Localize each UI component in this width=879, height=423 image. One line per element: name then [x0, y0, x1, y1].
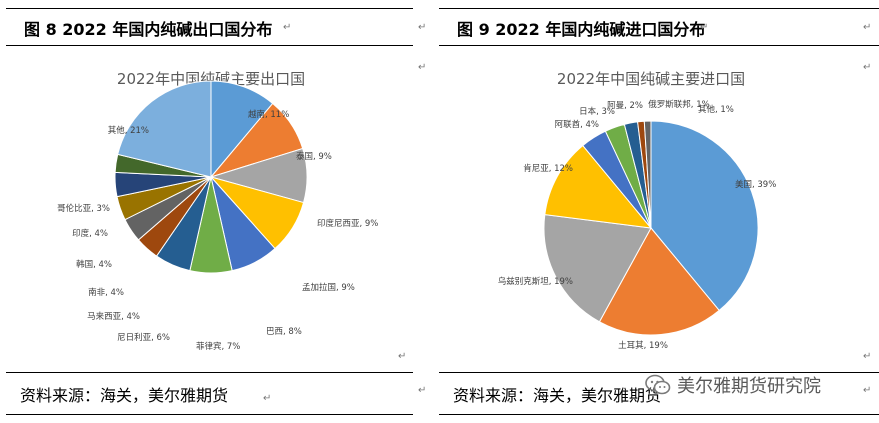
- title-rule: [6, 45, 413, 46]
- paragraph-mark: ↵: [398, 351, 407, 362]
- paragraph-mark: ↵: [418, 22, 427, 33]
- figure-title: 图 8 2022 年国内纯碱出口国分布: [24, 20, 273, 39]
- pie-slice-9: [643, 120, 652, 229]
- slice-label: 印度尼西亚, 9%: [317, 218, 378, 229]
- slice-label: 乌兹别克斯坦, 19%: [498, 276, 573, 287]
- slice-label: 印度, 4%: [72, 228, 108, 239]
- pie-slice-1: [210, 80, 274, 179]
- slice-label: 其他, 1%: [698, 104, 734, 115]
- slice-label: 俄罗斯联邦, 1%: [648, 99, 709, 110]
- source-top-rule: [6, 372, 413, 373]
- figure-title: 图 9 2022 年国内纯碱进口国分布: [457, 20, 706, 39]
- pie-slice-4: [544, 144, 653, 229]
- slice-label: 土耳其, 19%: [618, 340, 668, 351]
- slice-label: 哥伦比亚, 3%: [57, 203, 110, 214]
- watermark: 美尔雅期货研究院: [645, 372, 821, 398]
- source-note: 资料来源：海关，美尔雅期货: [20, 386, 229, 405]
- slice-label: 阿曼, 2%: [607, 101, 643, 111]
- title-rule: [439, 45, 879, 46]
- bottom-rule: [439, 414, 879, 415]
- paragraph-mark: ↵: [700, 22, 709, 33]
- paragraph-mark: ↵: [418, 385, 427, 396]
- wechat-icon: [645, 374, 671, 395]
- slice-label: 菲律宾, 7%: [196, 341, 240, 352]
- paragraph-mark: ↵: [863, 22, 872, 33]
- slice-label: 巴西, 8%: [266, 327, 302, 337]
- slice-label: 尼日利亚, 6%: [117, 332, 170, 343]
- chart-title: 2022年中国纯碱主要出口国: [117, 70, 305, 88]
- paragraph-mark: ↵: [263, 393, 272, 404]
- pie-slice-3: [543, 214, 652, 323]
- slice-label: 马来西亚, 4%: [87, 312, 140, 322]
- slice-label: 韩国, 4%: [76, 259, 112, 270]
- slice-label: 美国, 39%: [735, 179, 776, 190]
- slice-label: 肯尼亚, 12%: [523, 163, 573, 174]
- paragraph-mark: ↵: [863, 62, 872, 73]
- paragraph-mark: ↵: [863, 385, 872, 396]
- slice-label: 阿联酋, 4%: [555, 119, 599, 130]
- slice-label: 其他, 21%: [108, 125, 149, 136]
- slice-label: 越南, 11%: [248, 109, 289, 120]
- chart-title: 2022年中国纯碱主要进口国: [557, 70, 745, 88]
- figure-panel-exports: 图 8 2022 年国内纯碱出口国分布 2022年中国纯碱主要出口国越南, 11…: [0, 0, 413, 423]
- top-rule: [6, 8, 413, 9]
- pie-slice-2: [598, 227, 720, 336]
- source-top-rule: [439, 372, 879, 373]
- figure-panel-imports: 图 9 2022 年国内纯碱进口国分布 2022年中国纯碱主要进口国美国, 39…: [433, 0, 879, 423]
- top-rule: [439, 8, 879, 9]
- paragraph-mark: ↵: [418, 62, 427, 73]
- paragraph-mark: ↵: [863, 351, 872, 362]
- pie-slice-13: [117, 80, 212, 178]
- slice-label: 泰国, 9%: [296, 151, 332, 162]
- pie-slice-1: [650, 120, 759, 312]
- bottom-rule: [6, 414, 413, 415]
- slice-label: 日本, 3%: [579, 106, 615, 117]
- slice-label: 孟加拉国, 9%: [302, 282, 355, 293]
- paragraph-mark: ↵: [283, 22, 292, 33]
- watermark-text: 美尔雅期货研究院: [677, 376, 821, 397]
- slice-label: 南非, 4%: [88, 287, 124, 298]
- source-note: 资料来源：海关，美尔雅期货: [453, 386, 662, 405]
